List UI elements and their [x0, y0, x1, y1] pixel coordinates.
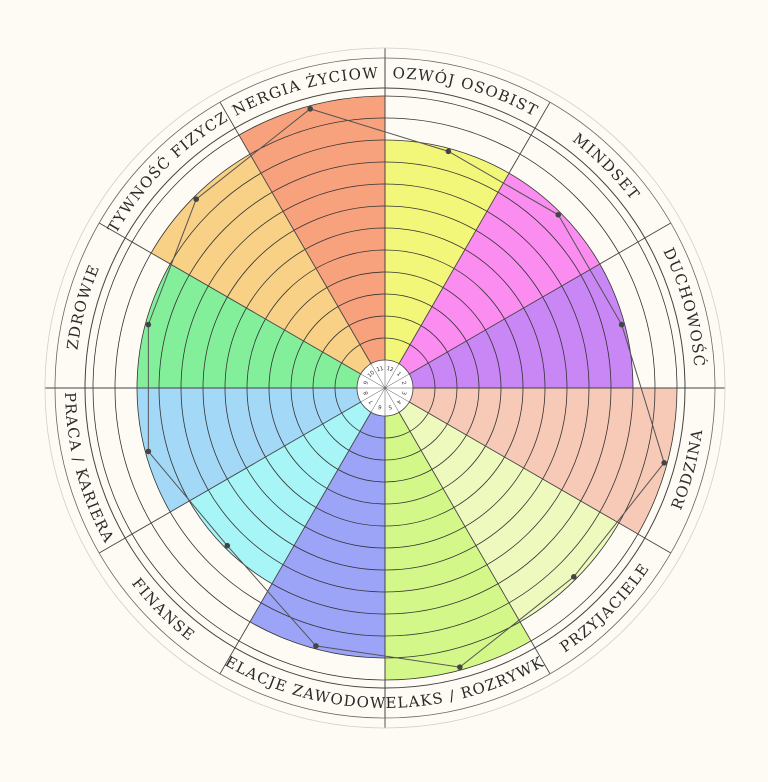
score-point-5 — [570, 573, 577, 580]
score-point-7 — [313, 643, 319, 649]
sector-fill-8 — [189, 402, 371, 584]
hub-number: 7 — [368, 398, 375, 405]
score-point-3 — [618, 321, 625, 328]
sector-divider — [398, 101, 551, 364]
sector-dividers — [45, 48, 725, 728]
sector-fill-2 — [399, 173, 600, 374]
label-band-outer — [54, 57, 716, 719]
hub-divider — [370, 387, 386, 413]
sector-fill-11 — [151, 154, 371, 374]
sector-fills — [137, 96, 677, 680]
category-label-9: PRACA / KARIERA — [61, 392, 118, 546]
score-point-10 — [145, 321, 152, 328]
hub-divider — [360, 387, 386, 403]
sector-divider — [409, 222, 672, 375]
hub-divider — [360, 373, 386, 389]
hub-divider — [370, 363, 386, 389]
score-point-11 — [193, 196, 200, 203]
sector-divider — [409, 401, 672, 554]
score-point-9 — [145, 448, 152, 455]
category-label-12: ENERGIA ŻYCIOWA — [0, 0, 379, 120]
hub-divider — [384, 373, 410, 389]
sector-divider — [98, 401, 361, 554]
score-profile — [145, 106, 667, 670]
hub-number: 12 — [386, 366, 394, 374]
sector-divider — [219, 412, 372, 675]
sector-fill-6 — [385, 412, 531, 680]
label-band-inner — [84, 87, 686, 689]
hub-number: 2 — [400, 381, 407, 386]
hub-number: 8 — [363, 390, 370, 395]
hub-number: 11 — [376, 366, 384, 374]
hub-number: 6 — [377, 403, 382, 410]
outer-frame — [44, 47, 726, 729]
sector-divider — [98, 222, 361, 375]
outer-frame-ring — [44, 47, 726, 729]
score-point-8 — [224, 542, 231, 549]
score-point-6 — [456, 664, 463, 670]
score-point-2 — [555, 211, 562, 218]
score-point-1 — [445, 148, 452, 155]
sector-divider — [398, 412, 551, 675]
hub-number: 10 — [367, 370, 377, 380]
sector-fill-4 — [409, 388, 677, 534]
category-label-8: FINANSE — [128, 574, 199, 645]
sector-fill-7 — [250, 412, 385, 658]
hub-number: 1 — [395, 371, 402, 378]
sector-fill-10 — [137, 264, 361, 388]
hub-divider — [384, 363, 400, 389]
hub-number: 9 — [363, 380, 370, 385]
sector-fill-1 — [385, 140, 509, 364]
hub-divider — [384, 387, 410, 403]
sector-fill-12 — [239, 96, 385, 364]
hub-divider — [384, 387, 400, 413]
sector-fill-5 — [399, 402, 619, 622]
score-point-4 — [661, 459, 667, 466]
hub-number: 3 — [400, 390, 407, 395]
sector-fill-9 — [137, 388, 361, 512]
hub-number: 4 — [395, 398, 402, 405]
hub-number: 5 — [387, 403, 392, 410]
sector-fill-3 — [409, 264, 633, 388]
category-label-2: MINDSET — [569, 130, 643, 204]
score-point-12 — [307, 106, 314, 112]
sector-divider — [219, 101, 372, 364]
